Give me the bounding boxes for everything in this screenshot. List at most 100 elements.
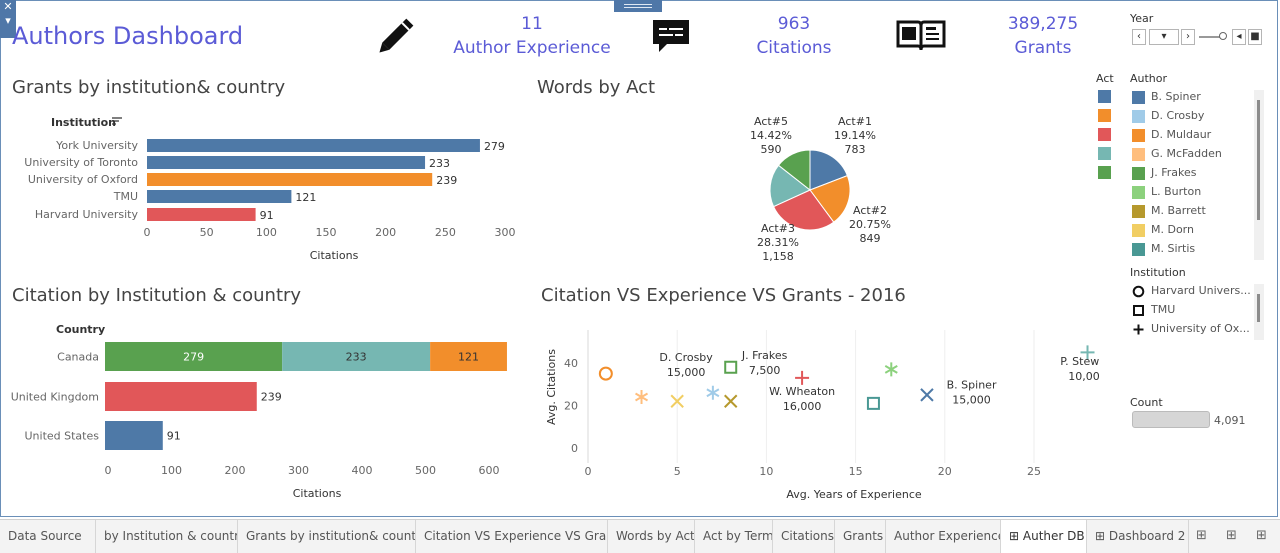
country-y-axis-title: Country <box>56 323 105 336</box>
sheet-tab[interactable]: ⊞ Auther DB <box>1001 520 1087 553</box>
scatter-annotation-value: 10,000 <box>1068 370 1100 383</box>
menu-collapse-button[interactable]: ✕ ▾ <box>0 0 16 38</box>
country-bar-segment <box>282 342 431 371</box>
pie-label: 20.75% <box>849 218 891 231</box>
plus-shape-icon <box>1132 323 1145 336</box>
author-legend-item[interactable]: M. Barrett <box>1132 204 1206 223</box>
institution-legend-item[interactable]: Harvard Univers... <box>1132 284 1251 303</box>
country-segment-label: 233 <box>346 351 367 364</box>
author-legend-item[interactable]: L. Burton <box>1132 185 1201 204</box>
scatter-x-axis-title: Avg. Years of Experience <box>786 488 922 501</box>
scatter-point <box>635 390 649 404</box>
author-legend-item[interactable]: J. Frakes <box>1132 166 1197 185</box>
country-x-axis-title: Citations <box>293 487 342 500</box>
sheet-tab[interactable]: Data Source <box>0 520 96 553</box>
resize-handle[interactable] <box>614 0 662 12</box>
country-total-label: 91 <box>167 430 181 443</box>
year-play-button[interactable]: ■ <box>1248 29 1262 45</box>
author-legend-label: M. Sirtis <box>1151 242 1196 255</box>
sheet-tab[interactable]: Act by Term <box>695 520 773 553</box>
country-bar-segment <box>105 421 163 450</box>
sheet-tab[interactable]: Grants by institution& country <box>238 520 416 553</box>
institution-legend-label: University of Ox... <box>1151 322 1250 335</box>
year-slider-handle[interactable] <box>1219 32 1227 40</box>
citation-country-chart-title: Citation by Institution & country <box>12 285 302 306</box>
pie-label: Act#3 <box>761 222 795 235</box>
year-prev-button[interactable]: ‹ <box>1132 29 1146 45</box>
sheet-tab-label: Grants <box>843 529 884 543</box>
grants-bar <box>147 139 480 152</box>
kpi-citations-value: 963 <box>777 14 811 34</box>
kpi-experience-label: Author Experience <box>453 38 611 58</box>
sheet-tab[interactable]: by Institution & country <box>96 520 238 553</box>
author-legend-label: G. McFadden <box>1151 147 1222 160</box>
scatter-annotation-value: 16,000 <box>783 400 822 413</box>
grants-x-tick: 200 <box>375 226 396 239</box>
words-chart-title: Words by Act <box>537 77 656 98</box>
new-worksheet-icon[interactable]: ⊞ <box>1196 528 1207 543</box>
sheet-tab[interactable]: Words by Act <box>608 520 695 553</box>
author-legend-label: D. Crosby <box>1151 109 1205 122</box>
citation-country-bar-chart: Country Canada 279 233 121 United Kingdom 239 U… <box>11 323 507 500</box>
circle-shape-icon <box>1132 285 1145 298</box>
scatter-x-tick: 15 <box>849 465 863 478</box>
act-legend-swatch[interactable] <box>1098 147 1111 160</box>
author-color-swatch <box>1132 185 1145 199</box>
act-legend-swatch[interactable] <box>1098 128 1111 141</box>
pie-label: Act#1 <box>838 115 872 128</box>
country-x-tick: 200 <box>225 464 246 477</box>
act-legend-swatch[interactable] <box>1098 90 1111 103</box>
scatter-point <box>724 394 738 408</box>
grants-chart-title: Grants by institution& country <box>12 77 286 98</box>
sheet-tab[interactable]: Grants <box>835 520 886 553</box>
sheet-tab[interactable]: Citations <box>773 520 835 553</box>
grants-category-label: Harvard University <box>35 208 139 221</box>
kpi-grants-label: Grants <box>1014 38 1072 58</box>
institution-legend-scrollbar[interactable] <box>1254 284 1264 340</box>
grants-x-tick: 50 <box>200 226 214 239</box>
year-slider-track[interactable] <box>1199 36 1225 38</box>
sheet-tab[interactable]: ⊞ Dashboard 2 <box>1087 520 1189 553</box>
year-filter-label: Year <box>1130 12 1154 25</box>
year-play-back-button[interactable]: ◂ <box>1232 29 1246 45</box>
scatter-marker-asterisk <box>884 362 898 377</box>
scatter-point <box>670 394 684 408</box>
act-legend-swatch[interactable] <box>1098 166 1111 179</box>
new-story-icon[interactable]: ⊞ <box>1256 528 1267 543</box>
author-legend-item[interactable]: D. Muldaur <box>1132 128 1211 147</box>
country-category-label: Canada <box>57 351 99 364</box>
scatter-annotation-name: B. Spiner <box>947 379 997 392</box>
sheet-tab[interactable]: Citation VS Experience VS Grants <box>416 520 608 553</box>
sort-icon <box>112 117 122 125</box>
sheet-tab-label: Data Source <box>8 529 82 543</box>
pie-slice <box>769 164 811 208</box>
act-legend-swatch[interactable] <box>1098 109 1111 122</box>
author-legend-scrollbar[interactable] <box>1254 90 1264 260</box>
author-legend-item[interactable]: D. Crosby <box>1132 109 1204 128</box>
grants-y-axis-title: Institution <box>51 116 116 129</box>
year-next-button[interactable]: › <box>1181 29 1195 45</box>
scatter-x-tick: 0 <box>585 465 592 478</box>
author-legend-item[interactable]: M. Dorn <box>1132 223 1194 242</box>
pie-slice <box>809 174 851 223</box>
scatter-annotation-name: W. Wheaton <box>769 385 835 398</box>
country-bar-segment <box>105 342 283 371</box>
author-legend-item[interactable]: G. McFadden <box>1132 147 1222 166</box>
author-color-swatch <box>1132 90 1145 104</box>
year-select[interactable]: ▾ <box>1149 29 1179 45</box>
scatter-annotation-value: 15,000 <box>667 366 706 379</box>
institution-legend-item[interactable]: University of Ox... <box>1132 322 1250 341</box>
institution-legend-item[interactable]: TMU <box>1132 303 1175 322</box>
new-dashboard-icon[interactable]: ⊞ <box>1226 528 1237 543</box>
sheet-tab-label: Citations <box>781 529 835 543</box>
author-legend-item[interactable]: B. Spiner <box>1132 90 1201 109</box>
pie-label: 14.42% <box>750 129 792 142</box>
scatter-annotation-name: J. Frakes <box>741 349 788 362</box>
country-x-tick: 400 <box>352 464 373 477</box>
author-legend-label: J. Frakes <box>1151 166 1197 179</box>
pie-label: Act#2 <box>853 204 887 217</box>
pie-label: Act#5 <box>754 115 788 128</box>
scatter-y-axis-title: Avg. Citations <box>545 349 558 425</box>
author-legend-item[interactable]: M. Sirtis <box>1132 242 1195 261</box>
sheet-tab[interactable]: Author Experience <box>886 520 1001 553</box>
